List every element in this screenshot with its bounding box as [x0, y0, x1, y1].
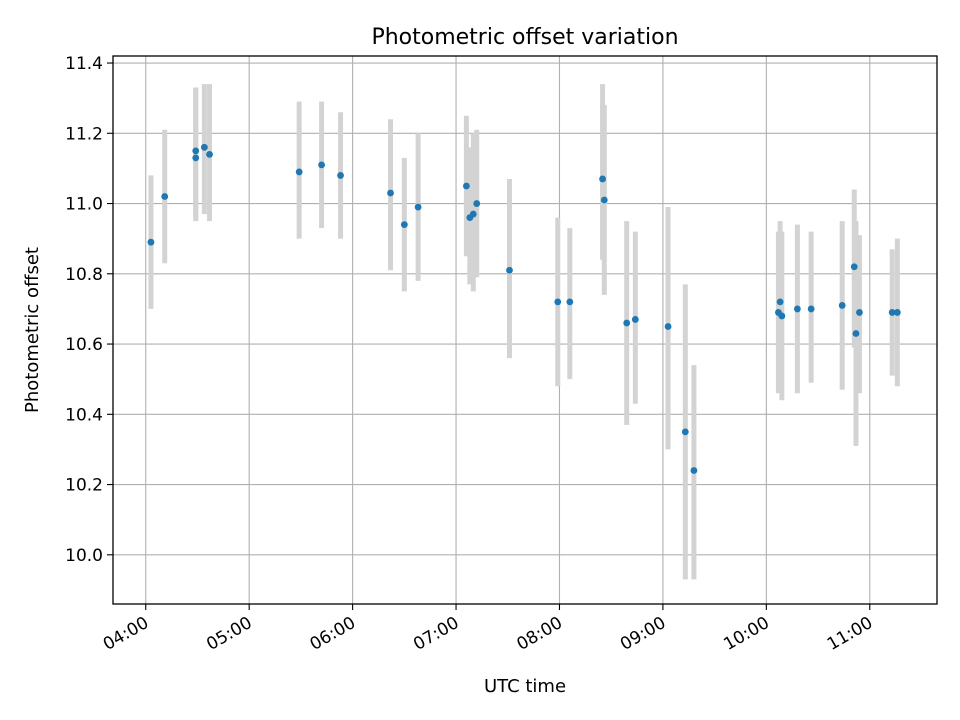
data-point: [473, 200, 481, 207]
y-tick-label: 10.6: [65, 335, 103, 355]
data-point: [200, 143, 208, 151]
y-tick-label: 10.2: [65, 476, 103, 496]
data-point: [337, 172, 344, 179]
data-point: [192, 154, 200, 162]
data-point: [850, 263, 858, 271]
data-point: [599, 175, 606, 183]
data-point: [462, 182, 470, 190]
data-point: [554, 298, 562, 306]
plot-frame: [112, 55, 938, 605]
data-point: [778, 312, 786, 320]
data-point: [623, 319, 631, 327]
y-tick-label: 10.8: [65, 265, 103, 285]
data-point: [414, 203, 422, 211]
data-point: [147, 238, 155, 246]
y-tick-label: 10.4: [65, 405, 103, 425]
chart-title: Photometric offset variation: [371, 25, 678, 50]
data-point: [690, 467, 698, 474]
data-point: [566, 298, 574, 306]
y-tick-label: 10.0: [65, 546, 103, 566]
data-point: [161, 193, 169, 200]
data-point: [295, 168, 303, 176]
data-point: [776, 298, 784, 306]
x-axis-label: UTC time: [484, 676, 566, 697]
data-point: [793, 305, 801, 313]
data-point: [318, 161, 325, 169]
data-point: [631, 316, 639, 323]
y-tick-label: 11.0: [65, 195, 103, 215]
data-point: [681, 428, 689, 436]
y-tick-label: 11.2: [65, 124, 103, 144]
data-point: [600, 196, 608, 204]
data-point: [856, 309, 863, 316]
data-point: [400, 221, 408, 229]
data-point: [838, 302, 846, 309]
data-point: [469, 210, 477, 218]
data-point: [807, 305, 815, 313]
data-point: [206, 150, 213, 158]
data-point: [192, 147, 200, 155]
data-point: [664, 323, 672, 330]
y-axis-label: Photometric offset: [22, 247, 43, 413]
y-tick-label: 11.4: [65, 54, 103, 74]
data-point: [387, 189, 394, 197]
data-point: [506, 266, 513, 274]
data-point: [893, 309, 901, 316]
data-points: [147, 143, 901, 474]
data-point: [888, 309, 896, 316]
y-axis-ticks: 10.0 10.2 10.4 10.6 10.8 11.0 11.2 11.4: [65, 54, 113, 566]
data-point: [852, 330, 860, 337]
